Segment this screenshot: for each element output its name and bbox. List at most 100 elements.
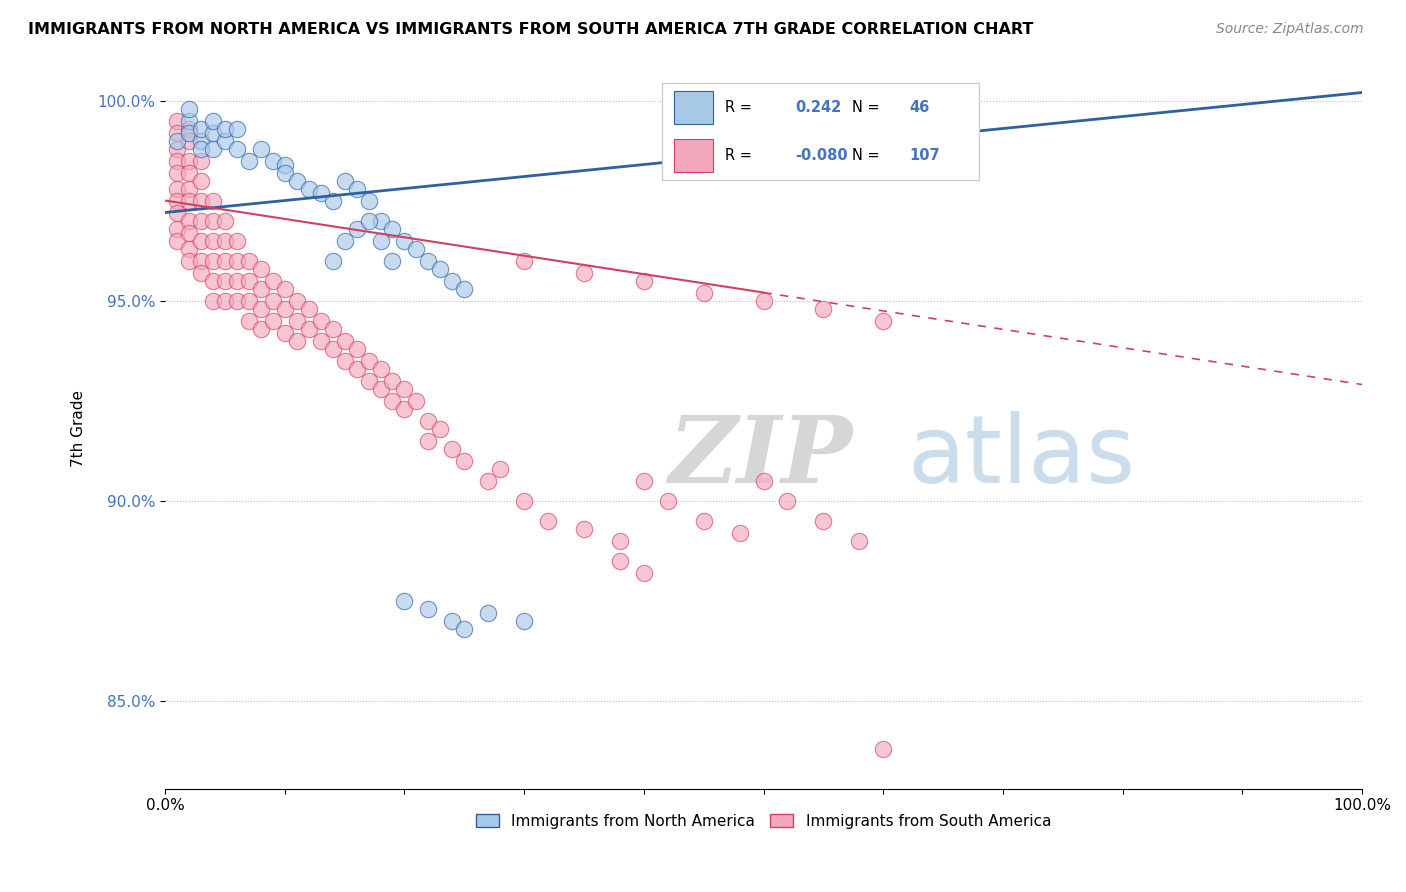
Point [190, 142, 212, 156]
Point [370, 213, 392, 227]
Point [405, 242, 427, 256]
Point [394, 382, 416, 396]
Point [238, 313, 260, 327]
Point [190, 121, 212, 136]
Text: Source: ZipAtlas.com: Source: ZipAtlas.com [1216, 22, 1364, 37]
Point [752, 293, 775, 308]
Point [166, 113, 188, 128]
Point [177, 194, 200, 208]
Point [322, 321, 344, 335]
Point [214, 234, 236, 248]
Point [513, 253, 536, 268]
Point [225, 253, 247, 268]
Point [381, 221, 404, 235]
Point [166, 234, 188, 248]
Point [298, 181, 321, 195]
Point [201, 213, 224, 227]
Point [633, 273, 655, 287]
Point [370, 361, 392, 376]
Point [370, 234, 392, 248]
Point [262, 273, 284, 287]
Point [381, 393, 404, 408]
Point [322, 253, 344, 268]
Point [166, 181, 188, 195]
Point [238, 253, 260, 268]
Point [657, 493, 679, 508]
Point [274, 281, 297, 295]
Point [190, 234, 212, 248]
Point [418, 253, 440, 268]
Point [441, 614, 464, 628]
Point [190, 213, 212, 227]
Point [429, 421, 451, 435]
Point [201, 253, 224, 268]
Point [441, 273, 464, 287]
Point [190, 194, 212, 208]
Point [813, 514, 835, 528]
Point [309, 313, 332, 327]
Point [357, 353, 380, 368]
Point [381, 253, 404, 268]
Point [537, 514, 560, 528]
Point [250, 142, 273, 156]
Point [477, 474, 499, 488]
Point [201, 142, 224, 156]
Point [752, 474, 775, 488]
Point [572, 522, 595, 536]
Point [609, 553, 631, 567]
Point [274, 165, 297, 179]
Point [225, 273, 247, 287]
Point [262, 313, 284, 327]
Point [333, 353, 356, 368]
Point [322, 194, 344, 208]
Point [201, 113, 224, 128]
Point [285, 334, 308, 348]
Point [285, 293, 308, 308]
Point [166, 165, 188, 179]
Point [728, 525, 751, 540]
Point [298, 321, 321, 335]
Point [285, 173, 308, 187]
Point [394, 593, 416, 607]
Point [177, 226, 200, 240]
Point [214, 213, 236, 227]
Point [357, 194, 380, 208]
Point [177, 126, 200, 140]
Point [776, 493, 799, 508]
Point [633, 566, 655, 580]
Point [190, 266, 212, 280]
Point [322, 342, 344, 356]
Point [418, 434, 440, 448]
Point [166, 194, 188, 208]
Point [190, 134, 212, 148]
Point [872, 741, 894, 756]
Point [214, 293, 236, 308]
Point [429, 261, 451, 276]
Point [692, 285, 714, 300]
Text: ZIP: ZIP [668, 412, 852, 502]
Text: atlas: atlas [907, 411, 1136, 503]
Point [453, 453, 475, 467]
Point [190, 173, 212, 187]
Point [633, 474, 655, 488]
Point [872, 313, 894, 327]
Point [274, 157, 297, 171]
Point [214, 273, 236, 287]
Point [238, 153, 260, 168]
Point [177, 253, 200, 268]
Point [298, 301, 321, 316]
Point [225, 234, 247, 248]
Point [394, 401, 416, 416]
Text: IMMIGRANTS FROM NORTH AMERICA VS IMMIGRANTS FROM SOUTH AMERICA 7TH GRADE CORRELA: IMMIGRANTS FROM NORTH AMERICA VS IMMIGRA… [28, 22, 1033, 37]
Point [177, 121, 200, 136]
Point [333, 234, 356, 248]
Point [177, 153, 200, 168]
Point [201, 234, 224, 248]
Point [346, 181, 368, 195]
Point [513, 493, 536, 508]
Point [309, 334, 332, 348]
Point [166, 221, 188, 235]
Point [225, 293, 247, 308]
Point [250, 321, 273, 335]
Point [274, 301, 297, 316]
